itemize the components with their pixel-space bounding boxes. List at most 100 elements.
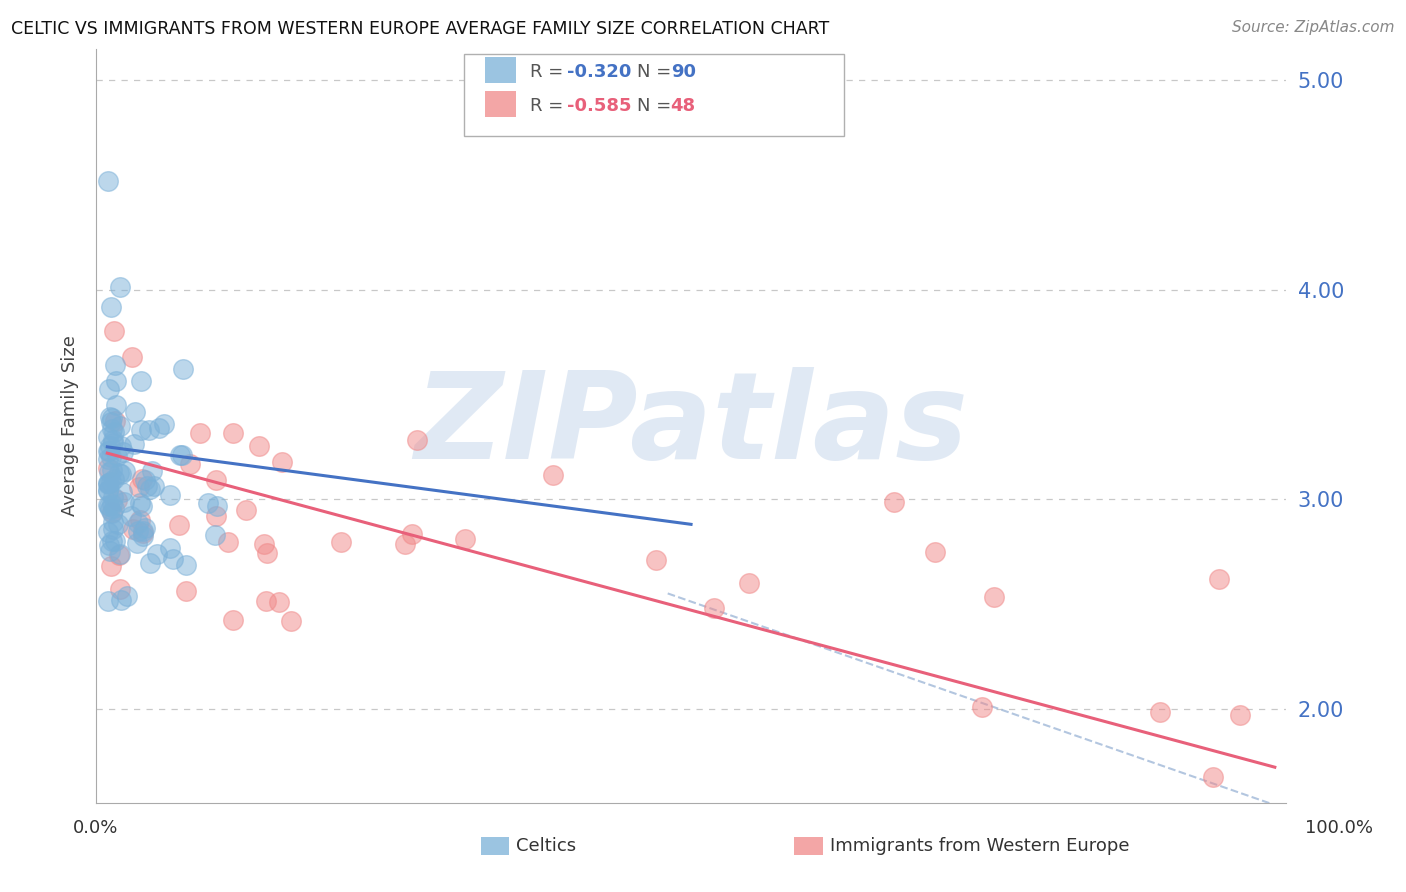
Point	[104, 359, 127, 373]
Point	[883, 495, 905, 509]
Point	[110, 592, 132, 607]
Point	[101, 435, 124, 450]
Point	[122, 437, 145, 451]
Point	[159, 541, 181, 555]
Point	[138, 557, 160, 571]
Point	[132, 529, 155, 543]
Point	[159, 488, 181, 502]
Text: 0.0%: 0.0%	[73, 819, 118, 837]
Point	[172, 362, 194, 376]
Point	[97, 476, 120, 491]
Text: N =: N =	[637, 97, 676, 115]
Point	[128, 496, 150, 510]
Point	[97, 430, 120, 444]
Point	[98, 443, 121, 458]
Point	[134, 473, 156, 487]
Point	[394, 537, 416, 551]
Point	[204, 473, 226, 487]
Point	[170, 448, 193, 462]
Point	[105, 492, 128, 507]
Point	[103, 433, 125, 447]
Point	[924, 545, 946, 559]
Point	[138, 423, 160, 437]
Point	[98, 502, 121, 516]
Point	[97, 382, 120, 396]
Point	[401, 527, 423, 541]
Point	[148, 421, 170, 435]
Point	[108, 418, 131, 433]
Point	[176, 583, 198, 598]
Point	[162, 552, 184, 566]
Point	[100, 422, 122, 436]
Point	[1202, 770, 1225, 784]
Point	[103, 472, 125, 486]
Text: Source: ZipAtlas.com: Source: ZipAtlas.com	[1232, 20, 1395, 35]
Point	[97, 500, 120, 514]
Point	[127, 516, 149, 530]
Point	[105, 374, 128, 388]
Point	[983, 591, 1005, 605]
Point	[101, 506, 124, 520]
Point	[131, 472, 153, 486]
Point	[97, 524, 120, 539]
Point	[101, 463, 124, 477]
Point	[129, 374, 152, 388]
Point	[644, 553, 666, 567]
Text: Immigrants from Western Europe: Immigrants from Western Europe	[830, 837, 1129, 855]
Point	[97, 498, 120, 512]
Point	[136, 479, 159, 493]
Point	[97, 174, 120, 188]
Point	[131, 499, 153, 513]
Point	[167, 517, 190, 532]
Point	[128, 480, 150, 494]
Point	[107, 517, 129, 532]
Text: Celtics: Celtics	[516, 837, 576, 855]
Point	[253, 537, 276, 551]
Point	[108, 547, 131, 561]
Point	[108, 582, 131, 596]
Point	[142, 479, 165, 493]
Point	[97, 483, 120, 497]
Point	[107, 466, 129, 480]
Point	[1229, 707, 1251, 722]
Text: -0.585: -0.585	[567, 97, 631, 115]
Point	[115, 589, 138, 603]
Point	[152, 417, 174, 431]
Point	[169, 448, 191, 462]
Point	[197, 496, 219, 510]
Point	[100, 559, 122, 574]
Point	[101, 522, 124, 536]
Text: 48: 48	[671, 97, 696, 115]
Point	[104, 414, 127, 428]
Point	[120, 508, 142, 523]
Point	[103, 425, 125, 439]
Point	[110, 467, 132, 481]
Point	[100, 475, 122, 490]
Point	[104, 398, 127, 412]
Point	[205, 509, 228, 524]
Point	[108, 279, 131, 293]
Point	[97, 538, 120, 552]
Point	[101, 411, 124, 425]
Point	[97, 444, 120, 458]
Point	[101, 515, 124, 529]
Point	[103, 500, 125, 515]
Point	[108, 548, 131, 562]
Point	[454, 533, 477, 547]
Point	[112, 495, 135, 509]
Text: -0.320: -0.320	[567, 63, 631, 81]
Point	[100, 410, 122, 425]
Point	[738, 576, 761, 591]
Point	[174, 558, 197, 572]
Point	[124, 405, 146, 419]
Point	[132, 526, 155, 541]
Point	[141, 464, 163, 478]
Point	[205, 499, 228, 513]
Point	[1208, 572, 1230, 586]
Point	[134, 521, 156, 535]
Point	[271, 455, 294, 469]
Point	[125, 536, 148, 550]
Point	[114, 463, 136, 477]
Point	[256, 545, 278, 559]
Point	[280, 614, 302, 628]
